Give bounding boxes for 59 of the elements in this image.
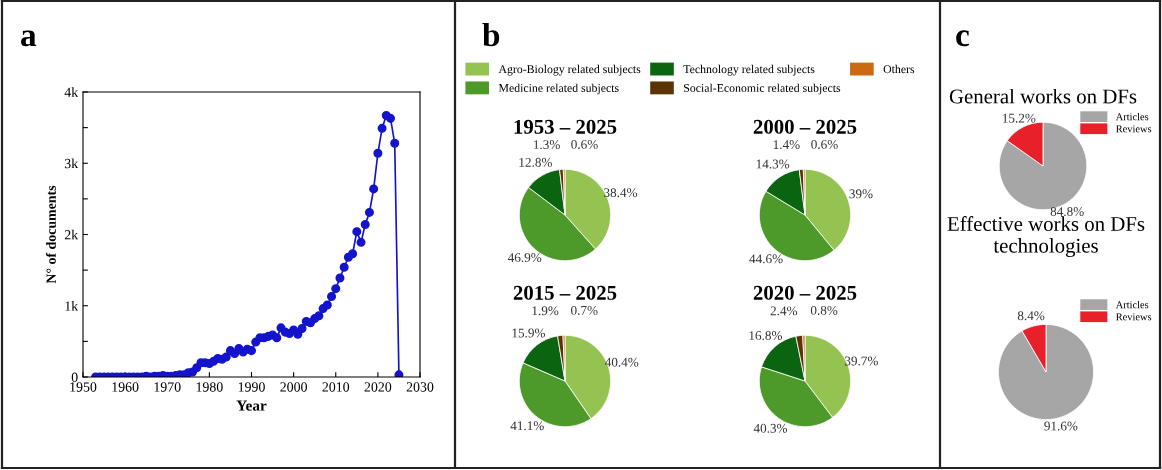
x-tick-label: 1990 <box>238 382 265 392</box>
data-label: 40.4% <box>604 357 639 367</box>
data-label: 16.8% <box>749 331 783 341</box>
data-label: 0.7% <box>571 305 598 315</box>
data-label: 84.8% <box>1050 207 1084 217</box>
data-label: 8.4% <box>1017 311 1045 321</box>
data-label: 14.3% <box>756 159 790 169</box>
legend-label: Others <box>883 64 915 74</box>
data-label: 2.4% <box>770 306 798 316</box>
data-label: 15.2% <box>1002 113 1036 123</box>
data-label: 38.4% <box>604 188 638 198</box>
chart-title: 2020 – 2025 <box>753 285 857 300</box>
text: a <box>21 30 37 47</box>
data-label: 1.3% <box>534 140 560 150</box>
data-label: 91.6% <box>1044 421 1078 431</box>
x-tick-label: 2030 <box>406 382 434 392</box>
x-tick-label: 2020 <box>364 382 392 392</box>
y-axis-title: N° of documents <box>45 185 56 284</box>
data-label: 40.3% <box>753 423 788 433</box>
legend-label: Reviews <box>1116 125 1152 133</box>
data-label: 41.1% <box>510 421 544 431</box>
data-label: 15.9% <box>512 328 546 338</box>
x-axis-title: Year <box>236 400 267 411</box>
legend-label: Reviews <box>1116 313 1152 321</box>
data-label: 44.6% <box>749 254 783 264</box>
x-tick-label: 1970 <box>154 382 181 392</box>
chart-title: Effective works on DFs technologies <box>947 216 1145 258</box>
x-tick-label: 1950 <box>70 382 97 392</box>
y-tick-label: 4k <box>64 87 79 97</box>
legend-label: Articles <box>1115 112 1149 121</box>
data-label: 0.6% <box>811 139 838 149</box>
x-tick-label: 1980 <box>196 382 223 392</box>
data-label: 0.6% <box>571 139 598 149</box>
chart-title: 2015 – 2025 <box>513 285 617 300</box>
y-tick-label: 3k <box>64 158 79 169</box>
data-label: 39.7% <box>844 356 878 366</box>
chart-title: General works on DFs <box>949 88 1137 104</box>
legend-label: Agro-Biology related subjects <box>498 64 641 76</box>
y-tick-label: 2k <box>64 229 79 240</box>
y-tick-label: 0 <box>71 372 78 382</box>
data-label: 12.8% <box>519 157 552 167</box>
data-label: 1.4% <box>773 140 800 150</box>
data-label: 0.8% <box>810 305 838 315</box>
y-tick-label: 1k <box>65 300 79 311</box>
legend-label: Social-Economic related subjects <box>684 83 841 95</box>
text: c <box>956 30 969 47</box>
chart-title: 2000 – 2025 <box>753 119 857 134</box>
legend-label: Technology related subjects <box>683 64 815 76</box>
text: b <box>482 22 500 47</box>
data-label: 1.9% <box>532 306 559 316</box>
x-tick-label: 2000 <box>280 382 307 392</box>
x-tick-label: 1960 <box>112 382 139 392</box>
text: 1953 – 2025 <box>514 119 617 134</box>
legend-label: Medicine related subjects <box>498 83 619 95</box>
data-label: 39% <box>849 189 873 199</box>
pie-slice <box>997 323 1095 421</box>
legend-label: Articles <box>1115 300 1149 309</box>
x-tick-label: 2010 <box>322 382 350 392</box>
data-label: 46.9% <box>507 253 542 263</box>
